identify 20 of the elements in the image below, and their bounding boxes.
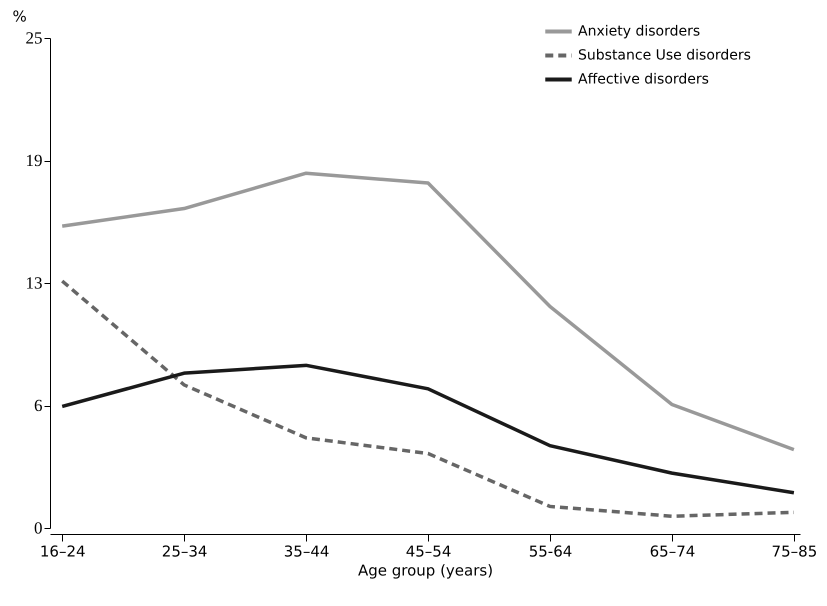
x-tick-label: 75–85 [772,542,818,560]
x-tick-label: 55-64 [528,542,572,560]
x-tick-label: 25–34 [162,542,208,560]
y-tick-label: 6 [34,396,42,415]
y-axis-title: % [12,8,27,26]
line-series [60,171,796,452]
y-tick-label: 19 [26,151,42,170]
x-axis-title: Age group (years) [358,562,494,580]
y-tick-label: 0 [34,518,42,538]
line-series [60,364,796,494]
line-series [60,279,796,518]
y-tick-label: 25 [26,28,42,48]
x-tick-label: 35–44 [284,542,330,560]
x-tick-label: 65–74 [650,542,696,560]
x-tick-label: 16–24 [40,542,86,560]
legend-label: Anxiety disorders [578,24,700,40]
y-tick-label: 13 [26,274,42,292]
legend-label: Substance Use disorders [578,48,751,64]
legend-label: Affective disorders [578,72,709,88]
x-tick-label: 45–54 [406,542,452,560]
